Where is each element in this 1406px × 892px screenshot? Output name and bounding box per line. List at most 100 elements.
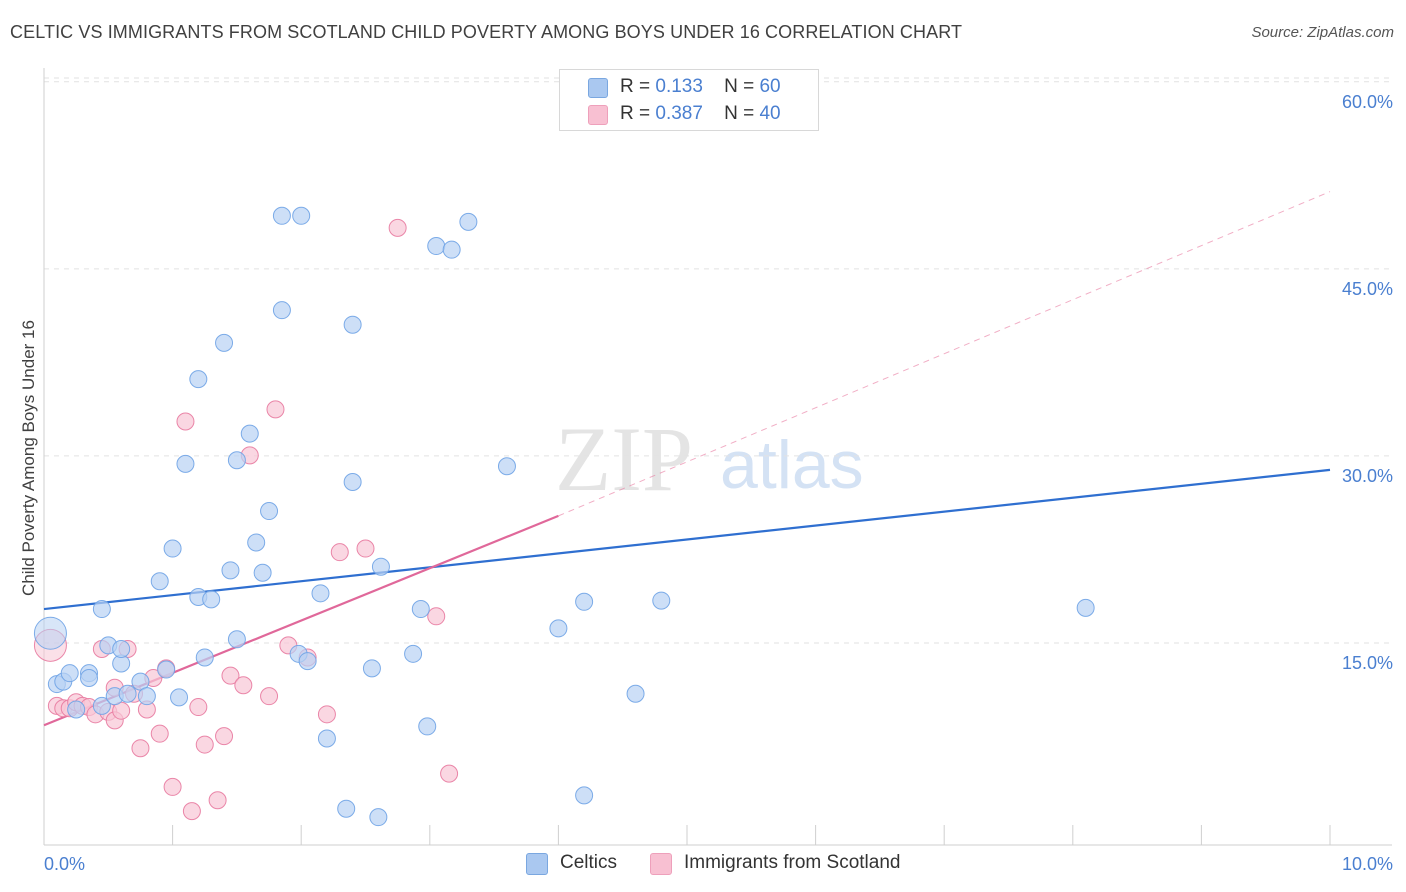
data-point-celtics xyxy=(60,664,79,683)
data-point-celtics xyxy=(227,451,246,470)
data-point-celtics xyxy=(272,301,291,320)
data-point-celtics xyxy=(137,687,156,706)
legend-n-value: 60 xyxy=(759,76,781,97)
legend-r-label: R = xyxy=(620,76,651,97)
data-point-scotland xyxy=(221,666,240,685)
data-point-celtics xyxy=(189,370,208,389)
data-point-celtics xyxy=(67,700,86,719)
x-tick-label: 10.0% xyxy=(1342,854,1393,874)
legend-swatch-scotland xyxy=(650,853,672,875)
legend-swatch-celtics xyxy=(588,78,608,98)
legend-label-celtics: Celtics xyxy=(560,852,618,873)
data-point-celtics xyxy=(497,457,516,476)
data-point-celtics xyxy=(575,786,594,805)
data-point-celtics xyxy=(459,212,478,231)
data-point-celtics xyxy=(195,648,214,667)
data-point-celtics xyxy=(221,561,240,580)
y-tick-label: 15.0% xyxy=(1342,653,1393,673)
legend-swatch-celtics xyxy=(526,853,548,875)
watermark-atlas: atlas xyxy=(720,427,864,503)
grid-lines xyxy=(44,77,1392,644)
data-point-celtics xyxy=(418,717,437,736)
y-tick-label: 60.0% xyxy=(1342,92,1393,112)
data-point-celtics xyxy=(427,237,446,256)
data-point-scotland xyxy=(330,543,349,562)
data-point-celtics xyxy=(240,424,259,443)
data-point-celtics xyxy=(362,659,381,678)
legend-r-value: 0.387 xyxy=(655,103,703,124)
data-point-celtics xyxy=(575,592,594,611)
data-point-scotland xyxy=(195,735,214,754)
data-point-celtics xyxy=(549,619,568,638)
data-point-celtics xyxy=(369,808,388,827)
data-point-celtics xyxy=(80,669,99,688)
data-point-scotland xyxy=(260,687,279,706)
data-point-celtics xyxy=(272,206,291,225)
data-point-scotland xyxy=(163,777,182,796)
data-point-scotland xyxy=(356,539,375,558)
data-point-celtics xyxy=(253,563,272,582)
data-point-celtics xyxy=(298,652,317,671)
data-point-celtics xyxy=(157,660,176,679)
data-point-celtics xyxy=(92,696,111,715)
data-point-celtics xyxy=(317,729,336,748)
data-point-celtics xyxy=(292,206,311,225)
x-tick-labels: 0.0% 10.0% xyxy=(44,854,1393,874)
stats-legend: R = 0.133 N = 60 R = 0.387 N = 40 xyxy=(559,69,819,131)
data-point-celtics xyxy=(652,591,671,610)
data-point-celtics xyxy=(343,315,362,334)
data-point-celtics xyxy=(33,616,67,650)
legend-n-label: N = xyxy=(724,103,755,124)
data-point-celtics xyxy=(176,454,195,473)
watermark: ZIP atlas xyxy=(555,408,864,510)
data-point-celtics xyxy=(371,557,390,576)
data-point-celtics xyxy=(215,333,234,352)
data-point-scotland xyxy=(131,739,150,758)
data-points xyxy=(33,206,1095,827)
y-tick-label: 30.0% xyxy=(1342,466,1393,486)
data-point-celtics xyxy=(163,539,182,558)
series-legend: Celtics Immigrants from Scotland xyxy=(0,852,1406,878)
data-point-celtics xyxy=(411,600,430,619)
data-point-scotland xyxy=(234,676,253,695)
chart-title: CELTIC VS IMMIGRANTS FROM SCOTLAND CHILD… xyxy=(10,22,963,42)
legend-r-label: R = xyxy=(620,103,651,124)
data-point-scotland xyxy=(388,218,407,237)
data-point-celtics xyxy=(404,644,423,663)
data-point-scotland xyxy=(208,791,227,810)
data-point-celtics xyxy=(442,240,461,259)
data-point-celtics xyxy=(170,688,189,707)
data-point-celtics xyxy=(150,572,169,591)
legend-label-scotland: Immigrants from Scotland xyxy=(684,852,901,873)
data-point-celtics xyxy=(118,684,137,703)
y-axis-label: Child Poverty Among Boys Under 16 xyxy=(19,320,38,596)
data-point-scotland xyxy=(189,698,208,717)
data-point-scotland xyxy=(440,764,459,783)
data-point-scotland xyxy=(266,400,285,419)
data-point-scotland xyxy=(176,412,195,431)
watermark-zip: ZIP xyxy=(555,408,693,510)
data-point-celtics xyxy=(260,502,279,521)
legend-r-value: 0.133 xyxy=(655,76,703,97)
data-point-celtics xyxy=(227,630,246,649)
data-point-celtics xyxy=(337,799,356,818)
data-point-celtics xyxy=(92,600,111,619)
axes xyxy=(43,68,1392,846)
legend-n-label: N = xyxy=(724,76,755,97)
legend-swatch-scotland xyxy=(588,105,608,125)
data-point-celtics xyxy=(1076,598,1095,617)
data-point-celtics xyxy=(112,639,131,658)
x-tick-label: 0.0% xyxy=(44,854,85,874)
data-point-celtics xyxy=(202,590,221,609)
data-point-scotland xyxy=(427,607,446,626)
data-point-celtics xyxy=(247,533,266,552)
data-point-celtics xyxy=(343,473,362,491)
data-point-scotland xyxy=(215,727,234,746)
y-tick-labels: 15.0% 30.0% 45.0% 60.0% xyxy=(1342,92,1393,673)
source-label: Source: ZipAtlas.com xyxy=(1251,24,1394,41)
data-point-celtics xyxy=(311,584,330,603)
data-point-celtics xyxy=(626,684,645,703)
data-point-scotland xyxy=(150,724,169,743)
trend-line-celtics xyxy=(43,468,1331,611)
